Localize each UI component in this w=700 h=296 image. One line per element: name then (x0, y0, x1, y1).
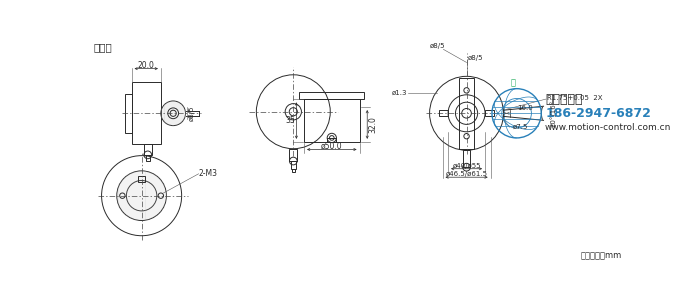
Bar (292, 169, 295, 172)
Text: 尺寸单位：mm: 尺寸单位：mm (581, 251, 622, 260)
Bar (485, 110, 494, 116)
Bar (459, 78, 475, 149)
Text: 2-M3: 2-M3 (199, 169, 218, 178)
Text: 35: 35 (285, 116, 295, 125)
Bar (463, 150, 470, 167)
Text: ø46.5/ø61.5: ø46.5/ø61.5 (446, 171, 487, 177)
Bar (125, 94, 132, 133)
Bar (291, 161, 295, 169)
Text: 20°/16°: 20°/16° (550, 100, 556, 127)
Text: ø7.5: ø7.5 (512, 124, 528, 130)
Text: ø40/ø55: ø40/ø55 (452, 163, 481, 169)
Bar (146, 155, 150, 161)
Text: 德: 德 (511, 78, 516, 87)
Bar (144, 144, 152, 155)
Bar (290, 149, 298, 161)
Text: 186-2947-6872: 186-2947-6872 (545, 107, 651, 120)
Text: 32.0: 32.0 (369, 116, 378, 133)
Text: ø8/5: ø8/5 (468, 55, 484, 61)
Bar (132, 83, 161, 144)
Text: 西安德伍拓: 西安德伍拓 (545, 93, 582, 106)
Bar (304, 99, 360, 142)
Text: ø50.0: ø50.0 (321, 142, 342, 151)
Text: 20.0: 20.0 (138, 61, 155, 70)
Text: ø8/5: ø8/5 (189, 106, 195, 121)
Text: R1.75+0.05  2X: R1.75+0.05 2X (547, 95, 603, 101)
Bar (138, 176, 146, 182)
Bar (439, 110, 448, 116)
Bar (327, 138, 337, 142)
Text: 16.0: 16.0 (517, 105, 533, 111)
Bar (300, 92, 364, 99)
Text: www.motion-control.com.cn: www.motion-control.com.cn (545, 123, 671, 132)
Text: 盲孔軸: 盲孔軸 (93, 42, 112, 52)
Text: ø1.3: ø1.3 (392, 90, 407, 96)
Text: ø8/5: ø8/5 (430, 43, 445, 49)
